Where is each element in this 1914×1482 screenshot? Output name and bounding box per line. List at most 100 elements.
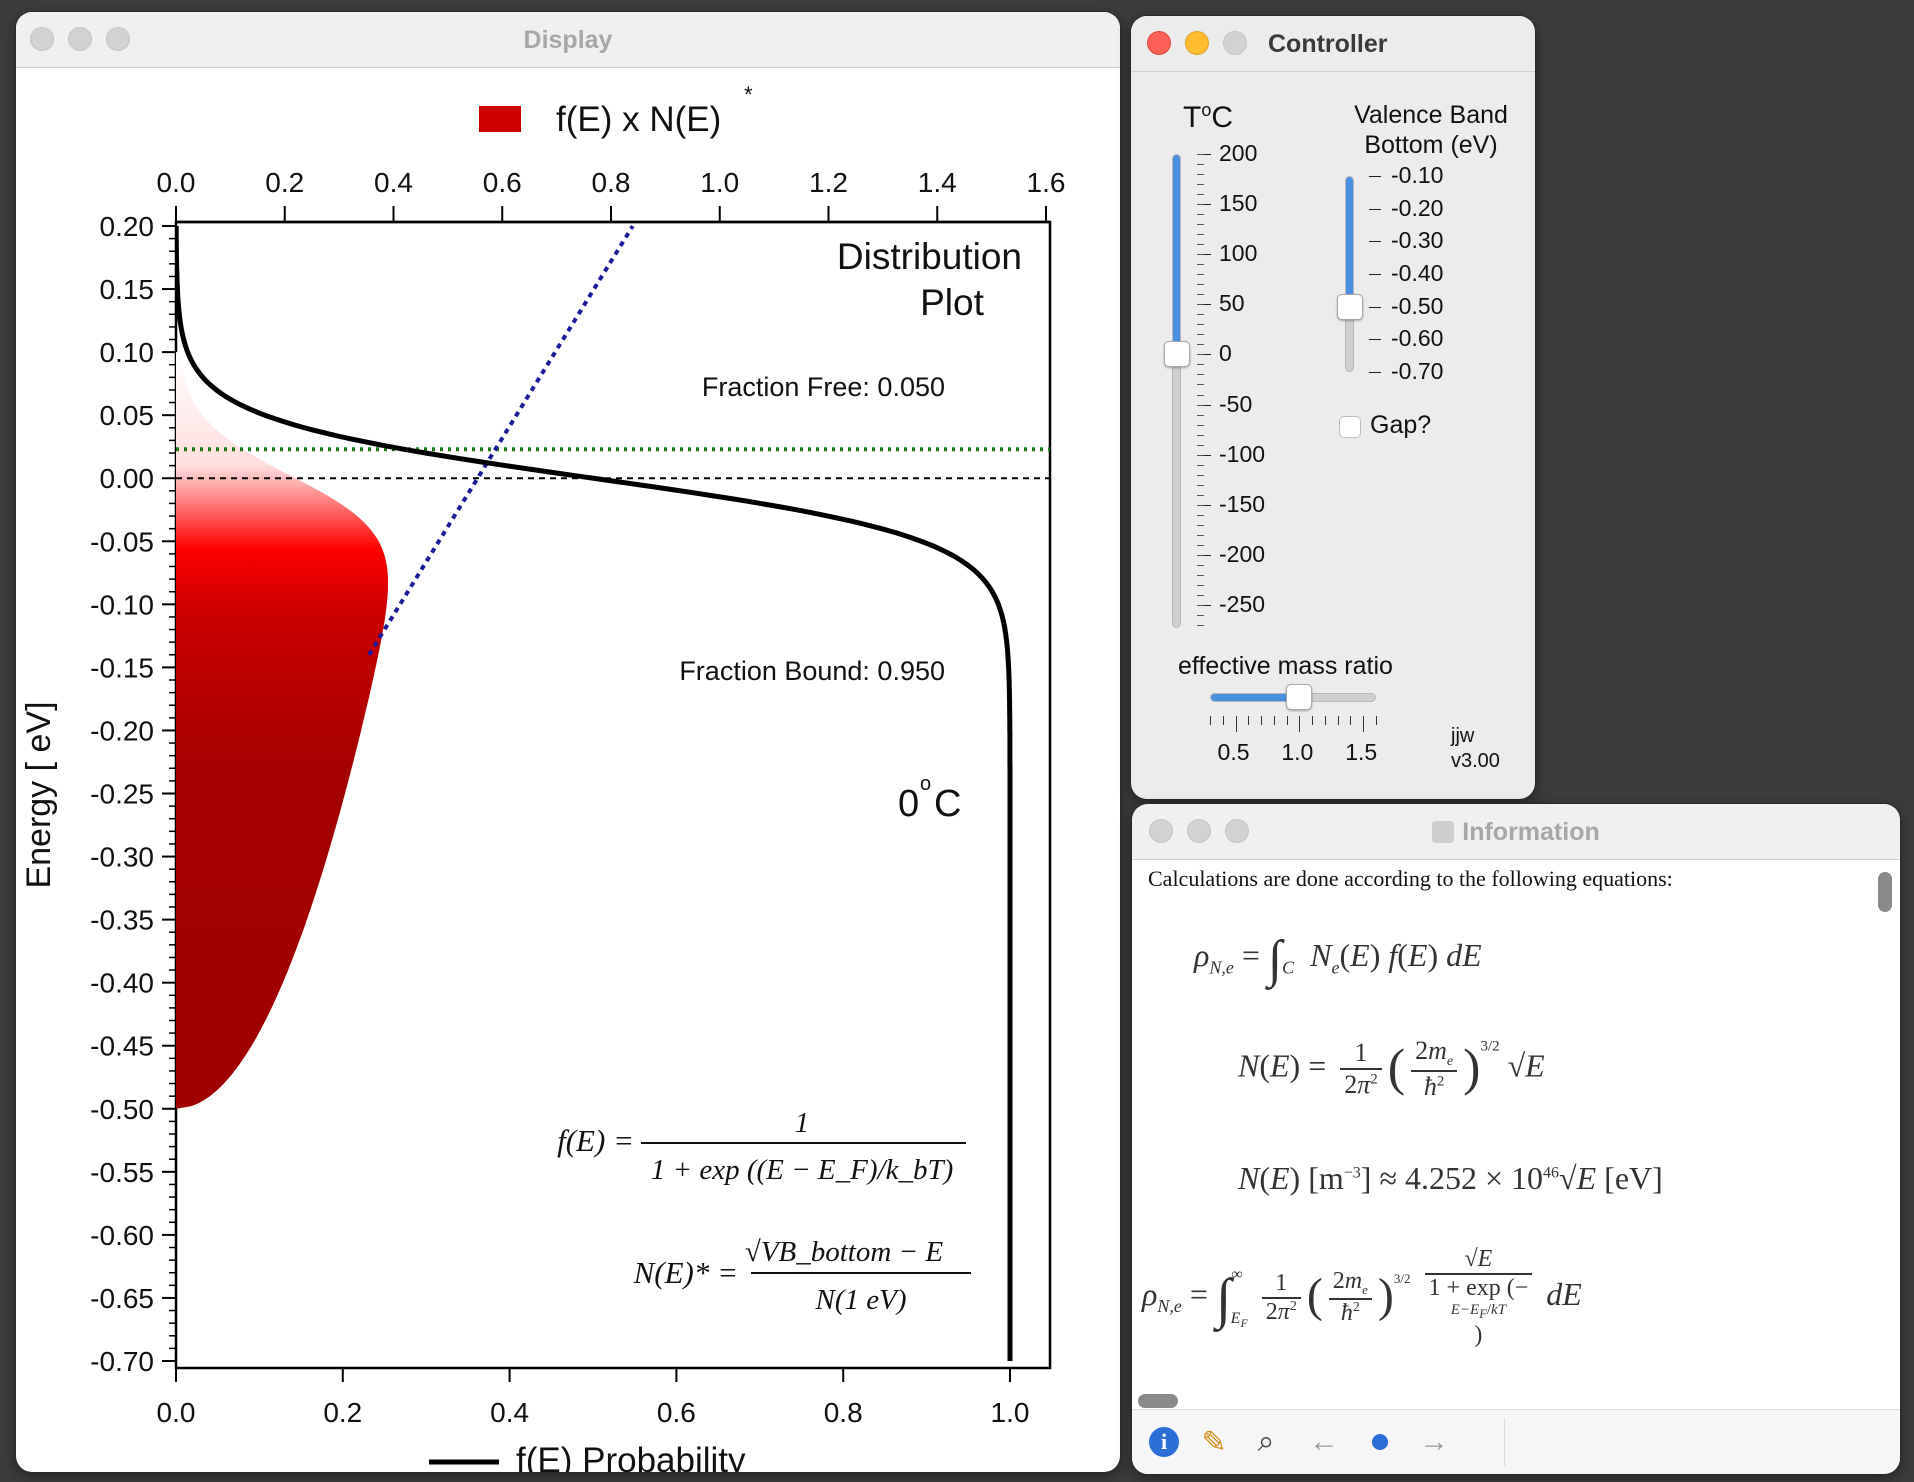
- info-icon[interactable]: i: [1142, 1420, 1186, 1464]
- top-x-tick-label: 0.2: [265, 167, 304, 198]
- temperature-minor-tick: [1197, 464, 1204, 466]
- temperature-minor-tick: [1197, 264, 1204, 266]
- fn-fill-area: [176, 352, 389, 1109]
- y-tick-label: -0.35: [90, 905, 154, 936]
- temperature-minor-tick: [1197, 554, 1204, 556]
- temperature-tick: [1197, 254, 1211, 256]
- temperature-slider-knob[interactable]: [1164, 341, 1190, 368]
- temperature-minor-tick: [1197, 174, 1204, 176]
- temperature-minor-tick: [1197, 184, 1204, 186]
- vb-tick: [1369, 274, 1381, 275]
- vb-tick: [1369, 339, 1381, 341]
- gap-checkbox[interactable]: [1339, 416, 1361, 438]
- mass-tick: [1261, 716, 1263, 725]
- y-tick-label: 0.10: [100, 337, 155, 368]
- temperature-tick-label: 50: [1219, 290, 1245, 317]
- display-titlebar[interactable]: Display: [16, 12, 1120, 68]
- temp-label-c: C: [1211, 101, 1234, 134]
- back-arrow-icon[interactable]: ←: [1309, 1425, 1339, 1458]
- valence-band-slider-knob[interactable]: [1337, 293, 1363, 320]
- window-title: Information: [1132, 804, 1900, 860]
- valence-band-slider-track[interactable]: [1345, 176, 1354, 372]
- temperature-minor-tick: [1197, 494, 1204, 496]
- information-content[interactable]: Calculations are done according to the f…: [1132, 860, 1872, 1380]
- temperature-slider-track[interactable]: [1172, 154, 1181, 628]
- zoom-button[interactable]: [1225, 819, 1249, 843]
- close-button[interactable]: [30, 27, 54, 51]
- horizontal-scrollbar[interactable]: [1138, 1394, 1178, 1408]
- mass-tick-label: 0.5: [1217, 739, 1250, 765]
- y-tick-label: -0.40: [90, 968, 154, 999]
- temperature-tick: [1197, 554, 1211, 556]
- gap-label: Gap?: [1370, 411, 1432, 439]
- temperature-minor-tick: [1197, 594, 1204, 596]
- temperature-minor-tick: [1197, 164, 1204, 166]
- controller-body: ToC 200 150 100 50 0 -50 -100 -150 -200 -250 Vale…: [1131, 72, 1535, 799]
- zoom-button[interactable]: [106, 27, 130, 51]
- minimize-button[interactable]: [1185, 31, 1209, 55]
- top-x-tick-label: 1.2: [809, 167, 848, 198]
- toolbar-divider: [1504, 1418, 1505, 1466]
- info-intro: Calculations are done according to the f…: [1148, 866, 1673, 891]
- window-title: Display: [523, 26, 613, 54]
- minimize-button[interactable]: [1187, 819, 1211, 843]
- y-tick-label: -0.20: [90, 715, 154, 746]
- temperature-tick: [1197, 154, 1211, 155]
- temperature-minor-tick: [1197, 624, 1204, 626]
- temperature-minor-tick: [1197, 154, 1204, 155]
- close-button[interactable]: [1147, 31, 1171, 55]
- forward-arrow-icon[interactable]: →: [1419, 1425, 1449, 1458]
- y-tick-label: -0.25: [90, 779, 154, 810]
- temperature-minor-tick: [1197, 204, 1204, 206]
- controller-titlebar[interactable]: Controller: [1131, 16, 1535, 72]
- distribution-plot[interactable]: f(E) x N(E) * 0.200.150.100.050.00-0.05-…: [16, 68, 1120, 1472]
- bottom-x-tick-label: 0.8: [824, 1397, 863, 1428]
- minimize-button[interactable]: [68, 27, 92, 51]
- temp-readout-value: 0: [898, 783, 919, 825]
- mass-tick: [1286, 716, 1288, 725]
- fermi-dirac-curve: [176, 226, 1013, 1361]
- temperature-tick-label: -250: [1219, 590, 1266, 617]
- blue-dotted-line: [367, 224, 635, 656]
- temperature-minor-tick: [1197, 474, 1204, 476]
- temperature-minor-tick: [1197, 214, 1204, 216]
- vb-tick: [1369, 208, 1381, 210]
- temperature-minor-tick: [1197, 234, 1204, 236]
- temperature-minor-tick: [1197, 564, 1204, 566]
- effective-mass-slider-knob[interactable]: [1286, 684, 1313, 710]
- equation-rho-1: ρN,e = ∫C Ne(E) f(E) dE: [1194, 931, 1482, 988]
- display-window: Display f(E) x N(E) *: [16, 12, 1120, 1472]
- fraction-free-label: Fraction Free: 0.050: [702, 372, 945, 402]
- y-tick-label: -0.15: [90, 652, 154, 683]
- magnifier-icon[interactable]: ⌕: [1257, 1425, 1275, 1458]
- top-x-tick-label: 1.6: [1027, 167, 1066, 198]
- temperature-tick: [1197, 204, 1211, 206]
- vb-tick: [1369, 176, 1381, 177]
- temperature-tick: [1197, 404, 1211, 406]
- legend-fn-star: *: [744, 82, 753, 107]
- vertical-scrollbar[interactable]: [1878, 872, 1892, 912]
- temperature-minor-tick: [1197, 284, 1204, 286]
- home-dot-icon[interactable]: [1358, 1420, 1402, 1464]
- eq-n-den: N(1 eV): [815, 1284, 907, 1316]
- temperature-tick-label: 0: [1219, 340, 1232, 367]
- temperature-minor-tick: [1197, 404, 1204, 406]
- temperature-minor-tick: [1197, 364, 1204, 366]
- zoom-button[interactable]: [1223, 31, 1247, 55]
- vb-tick-label: -0.50: [1391, 292, 1444, 319]
- temp-label-t: T: [1183, 101, 1202, 134]
- information-toolbar: i ✎ ⌕ ← →: [1132, 1409, 1900, 1474]
- y-tick-label: -0.70: [90, 1346, 154, 1377]
- vb-tick-label: -0.20: [1391, 194, 1444, 221]
- vb-tick-label: -0.10: [1391, 162, 1444, 188]
- valence-band-label: Valence Band Bottom (eV): [1321, 100, 1535, 160]
- mass-tick: [1235, 716, 1237, 732]
- window-title: Controller: [1268, 30, 1388, 58]
- information-titlebar[interactable]: Information: [1132, 804, 1900, 860]
- information-window: Information Calculations are done accord…: [1132, 804, 1900, 1474]
- temperature-minor-tick: [1197, 254, 1204, 256]
- temperature-minor-tick: [1197, 544, 1204, 546]
- edit-pencil-icon[interactable]: ✎: [1201, 1425, 1227, 1459]
- close-button[interactable]: [1149, 819, 1173, 843]
- temperature-tick-label: 100: [1219, 240, 1258, 267]
